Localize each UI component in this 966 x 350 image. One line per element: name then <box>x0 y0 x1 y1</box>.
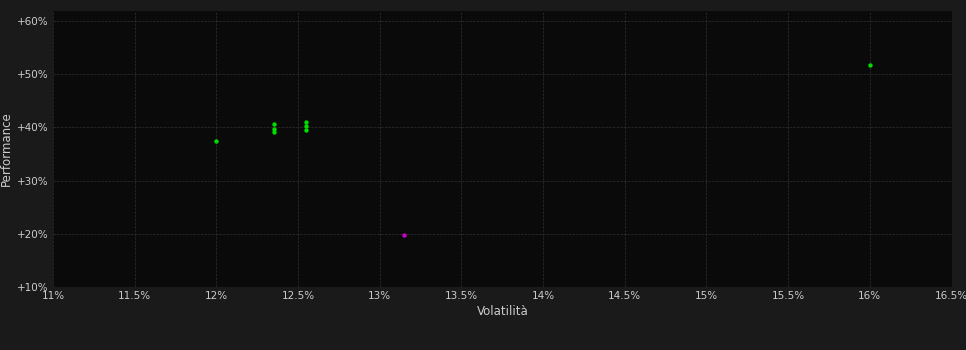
Y-axis label: Performance: Performance <box>0 111 14 186</box>
Point <box>266 126 281 131</box>
Point <box>209 139 224 144</box>
Point <box>298 127 314 132</box>
X-axis label: Volatilità: Volatilità <box>476 305 528 318</box>
Point <box>397 233 412 238</box>
Point <box>298 124 314 129</box>
Point <box>862 62 877 68</box>
Point <box>298 119 314 125</box>
Point <box>266 129 281 134</box>
Point <box>266 121 281 127</box>
